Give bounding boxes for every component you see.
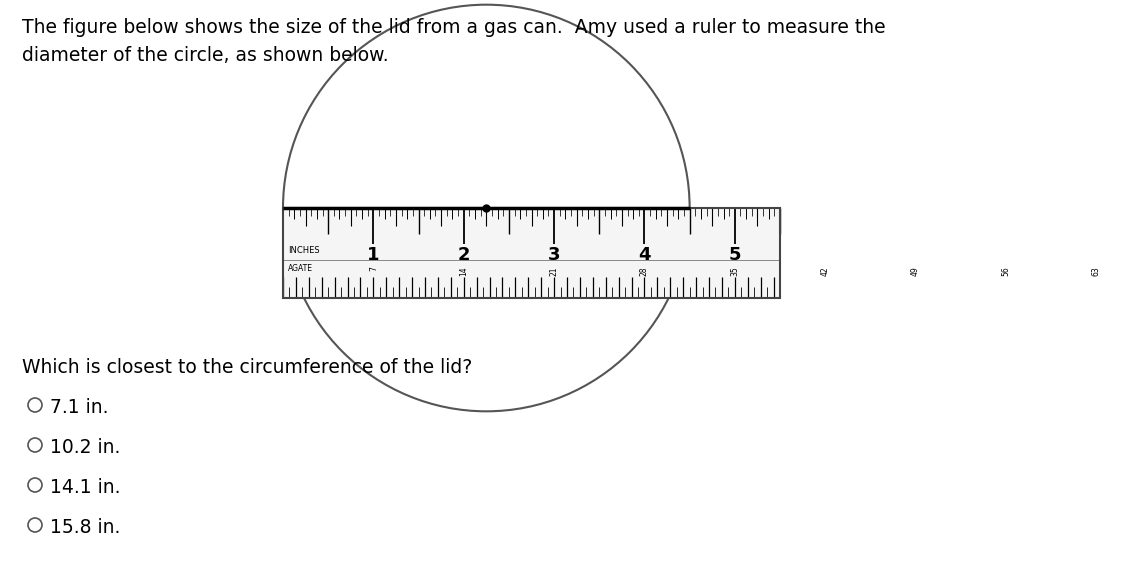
Text: 7: 7 — [368, 266, 377, 271]
Text: 28: 28 — [640, 266, 649, 276]
Text: Which is closest to the circumference of the lid?: Which is closest to the circumference of… — [21, 358, 472, 377]
Text: 2: 2 — [458, 246, 470, 264]
Text: 7.1 in.: 7.1 in. — [50, 398, 108, 417]
Text: INCHES: INCHES — [288, 246, 320, 255]
Text: 14.1 in.: 14.1 in. — [50, 478, 121, 497]
Text: AGATE: AGATE — [288, 264, 313, 273]
Bar — [282, 208, 780, 298]
Text: 56: 56 — [1001, 266, 1010, 276]
Text: 1: 1 — [367, 246, 380, 264]
Text: 10.2 in.: 10.2 in. — [50, 438, 121, 457]
Bar — [282, 208, 780, 298]
Text: 15.8 in.: 15.8 in. — [50, 518, 121, 537]
Text: 4: 4 — [638, 246, 651, 264]
Text: 35: 35 — [730, 266, 739, 276]
Text: 42: 42 — [820, 266, 829, 276]
Text: 63: 63 — [1092, 266, 1101, 276]
Text: 3: 3 — [548, 246, 560, 264]
Text: 14: 14 — [459, 266, 468, 276]
Text: 21: 21 — [549, 266, 558, 276]
Text: 5: 5 — [729, 246, 741, 264]
Text: The figure below shows the size of the lid from a gas can.  Amy used a ruler to : The figure below shows the size of the l… — [21, 18, 886, 65]
Text: 49: 49 — [911, 266, 920, 276]
